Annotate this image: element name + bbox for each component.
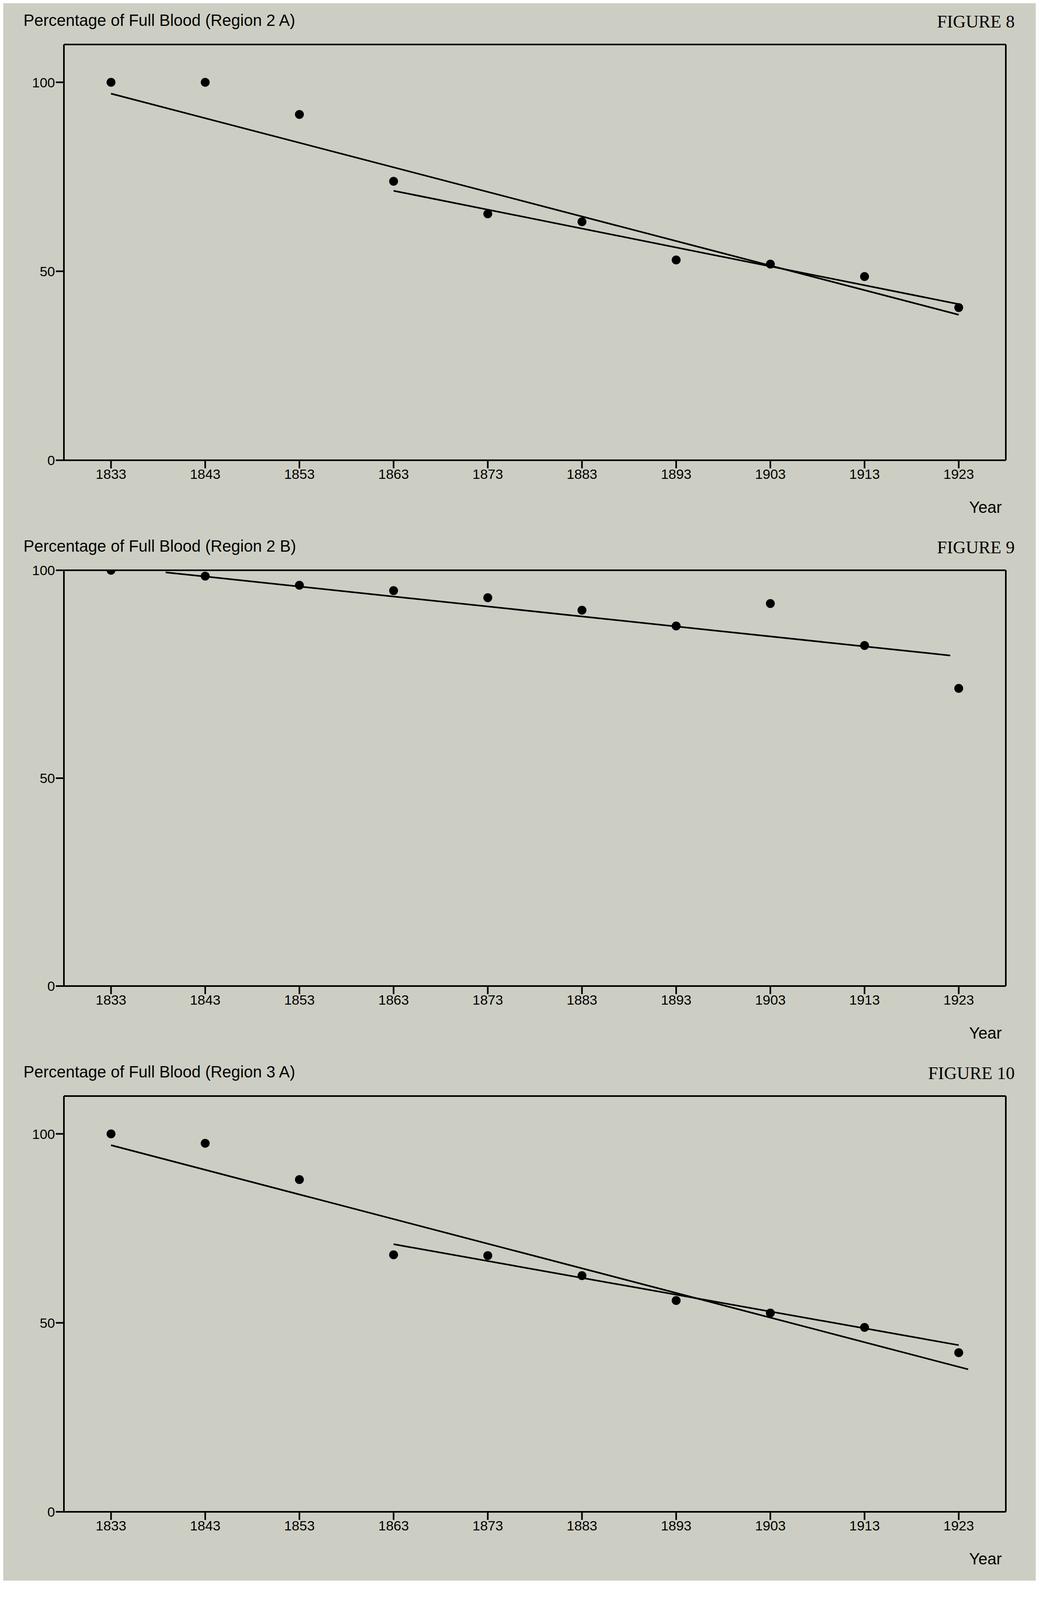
html-text:Percentage of Full Blood (Regi: Percentage of Full Blood (Region 2 A) [23,11,296,30]
svg-text:1863: 1863 [378,1518,410,1534]
svg-text:1853: 1853 [284,466,315,482]
svg-text:1923: 1923 [943,992,975,1008]
html-text:FIGURE 9: FIGURE 9 [937,537,1015,558]
svg-text:1883: 1883 [566,466,598,482]
svg-text:1853: 1853 [284,1518,315,1534]
svg-text:1833: 1833 [95,466,127,482]
svg-text:1873: 1873 [472,466,504,482]
svg-text:0: 0 [47,1504,56,1521]
svg-text:Year: Year [969,1024,1002,1043]
html-text:Percentage of Full Blood (Regi: Percentage of Full Blood (Region 2 B) [23,537,297,556]
svg-text:0: 0 [47,452,56,469]
svg-text:1883: 1883 [566,992,598,1008]
svg-text:1863: 1863 [378,466,410,482]
svg-text:1923: 1923 [943,1518,975,1534]
svg-text:50: 50 [39,770,56,787]
svg-text:1903: 1903 [754,1518,786,1534]
svg-text:1873: 1873 [472,992,504,1008]
svg-text:1923: 1923 [943,466,975,482]
svg-text:100: 100 [31,74,56,91]
svg-text:1893: 1893 [660,992,692,1008]
svg-text:1903: 1903 [754,466,786,482]
html-text:Percentage of Full Blood (Regi: Percentage of Full Blood (Region 3 A) [23,1063,296,1082]
svg-text:1873: 1873 [472,1518,504,1534]
svg-text:1833: 1833 [95,1518,127,1534]
svg-text:Year: Year [969,498,1002,517]
svg-text:1853: 1853 [284,992,315,1008]
svg-text:1903: 1903 [754,992,786,1008]
svg-text:1843: 1843 [189,1518,221,1534]
svg-text:100: 100 [31,562,56,579]
svg-text:1843: 1843 [189,992,221,1008]
svg-text:50: 50 [39,263,56,280]
html-text:FIGURE 10: FIGURE 10 [928,1063,1015,1084]
svg-text:1893: 1893 [660,1518,692,1534]
svg-text:1883: 1883 [566,1518,598,1534]
html-text:FIGURE 8: FIGURE 8 [937,11,1015,32]
svg-text:1843: 1843 [189,466,221,482]
svg-text:1913: 1913 [849,466,880,482]
svg-text:1833: 1833 [95,992,127,1008]
svg-text:1913: 1913 [849,992,880,1008]
svg-text:0: 0 [47,978,56,995]
svg-text:Year: Year [969,1550,1002,1569]
svg-text:1913: 1913 [849,1518,880,1534]
svg-text:1893: 1893 [660,466,692,482]
svg-text:100: 100 [31,1126,56,1143]
svg-text:50: 50 [39,1315,56,1332]
svg-text:1863: 1863 [378,992,410,1008]
